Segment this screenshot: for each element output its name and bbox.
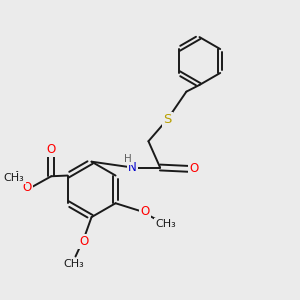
Text: CH₃: CH₃	[4, 173, 25, 183]
Text: O: O	[22, 182, 32, 194]
Text: S: S	[163, 113, 172, 126]
Text: O: O	[80, 235, 89, 248]
Text: CH₃: CH₃	[155, 219, 176, 230]
Text: H: H	[124, 154, 131, 164]
Text: O: O	[47, 143, 56, 156]
Text: CH₃: CH₃	[64, 259, 84, 269]
Text: N: N	[128, 161, 137, 174]
Text: O: O	[190, 163, 199, 176]
Text: O: O	[140, 205, 150, 218]
